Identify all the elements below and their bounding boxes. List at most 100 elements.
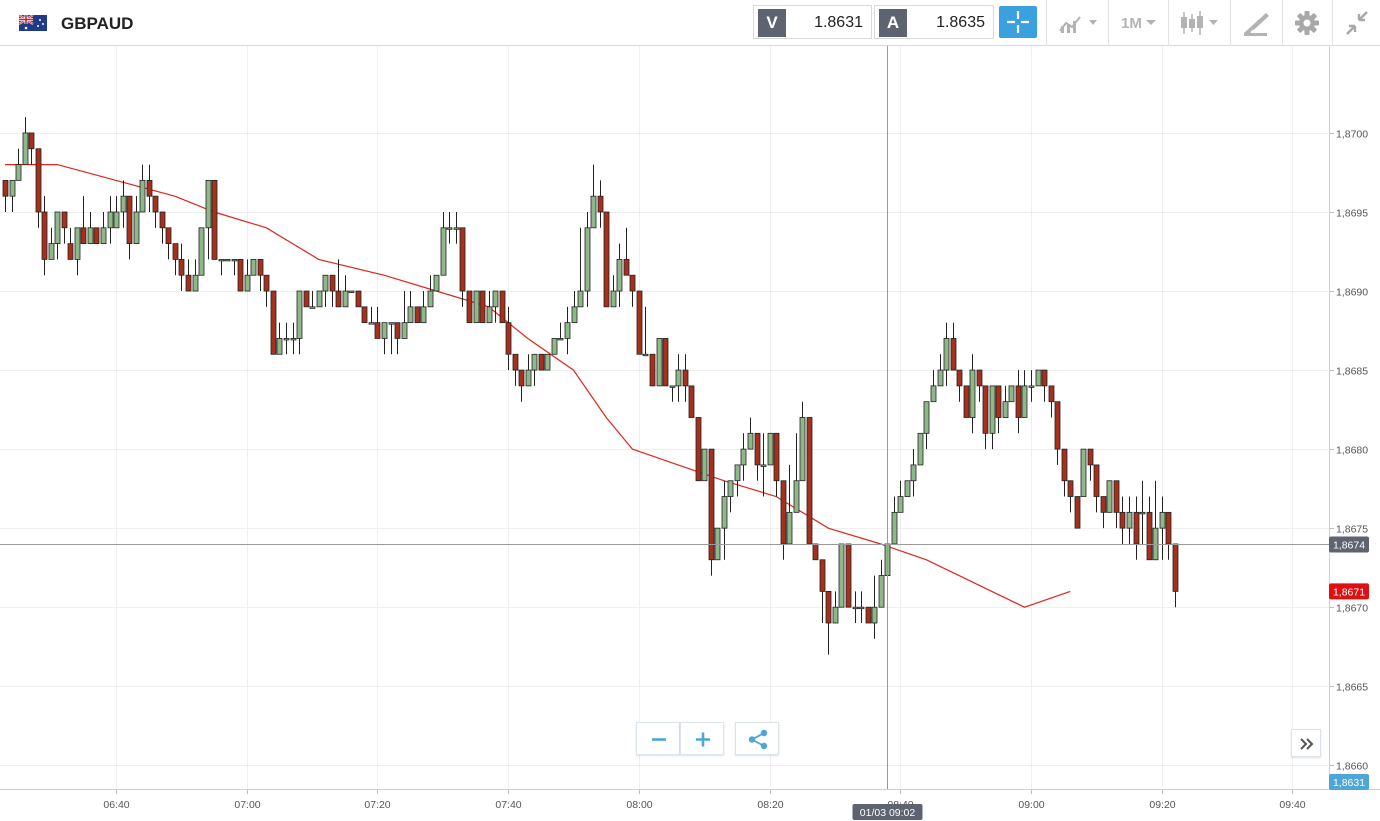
candle-body-up: [767, 432, 774, 466]
candle-body-up: [786, 511, 793, 545]
candle-body-down: [152, 195, 159, 213]
sell-label: V: [758, 9, 786, 37]
candle: [642, 306, 649, 357]
candle-body-up: [584, 227, 591, 292]
candle: [1021, 370, 1028, 418]
buy-price-button[interactable]: A 1.8635: [874, 5, 994, 39]
candle: [159, 211, 166, 244]
timeframe-selector[interactable]: 1M: [1108, 0, 1168, 46]
candle: [551, 338, 558, 355]
candle-body-up: [290, 338, 297, 341]
candle: [2, 179, 9, 212]
candle: [740, 433, 747, 481]
candle-body-up: [969, 369, 976, 418]
candle-body-up: [9, 179, 16, 197]
candle-body-down: [414, 306, 421, 324]
candle: [329, 274, 336, 307]
zoom-out-button[interactable]: [636, 722, 680, 755]
candle: [100, 211, 107, 245]
x-tick-label: 07:20: [364, 799, 390, 811]
candle: [1015, 370, 1022, 434]
candle-body-up: [133, 211, 140, 245]
zoom-in-button[interactable]: [680, 722, 724, 755]
candle-body-down: [41, 211, 48, 260]
candle-body-down: [963, 385, 970, 418]
candle-body-up: [420, 306, 427, 324]
candle-body-up: [760, 464, 767, 467]
candle-body-down: [329, 274, 336, 292]
candle: [48, 227, 55, 260]
candle-body-down: [459, 227, 466, 292]
candle-body-down: [1048, 385, 1055, 403]
gear-icon: [1295, 11, 1319, 35]
y-tick-label: 1,8670: [1336, 603, 1368, 615]
moving-average-line: [5, 163, 1071, 608]
sell-price-value: 1.8631: [814, 14, 863, 31]
drawing-tools-button[interactable]: [1230, 0, 1282, 46]
candle-body-up: [192, 274, 199, 292]
candle-body-up: [669, 385, 676, 388]
candle: [1139, 480, 1146, 544]
candle: [1126, 496, 1133, 544]
candle-body-up: [656, 338, 663, 387]
candle: [505, 306, 512, 371]
indicators-button[interactable]: [1046, 0, 1108, 46]
candle: [492, 290, 499, 323]
indicators-chart-icon: [1059, 16, 1097, 33]
share-button[interactable]: [735, 722, 779, 755]
share-icon: [748, 729, 768, 750]
candle: [211, 179, 218, 260]
candle-body-down: [172, 243, 179, 260]
candle: [440, 211, 447, 276]
candle: [603, 211, 610, 308]
candle: [342, 275, 349, 308]
candle: [616, 243, 623, 307]
collapse-button[interactable]: [1332, 0, 1380, 46]
candle-body-down: [80, 227, 87, 245]
candle: [1133, 496, 1140, 560]
candle: [374, 306, 381, 339]
crosshair-price-tag: 1,8674: [1329, 536, 1369, 553]
candle-body-down: [982, 385, 989, 434]
candle-body-up: [473, 290, 480, 324]
candle-body-down: [976, 369, 983, 387]
candle: [126, 195, 133, 260]
sell-price-button[interactable]: V 1.8631: [753, 5, 872, 39]
crosshair-button[interactable]: [999, 6, 1037, 38]
candle-body-up: [525, 369, 532, 387]
candle-body-up: [799, 417, 806, 482]
scroll-to-latest-button[interactable]: [1291, 729, 1321, 757]
candle-body-down: [1113, 480, 1120, 513]
candle: [322, 274, 329, 307]
candle: [224, 259, 231, 262]
candle-body-down: [505, 322, 512, 355]
candle: [263, 274, 270, 307]
candle-body-up: [740, 448, 747, 466]
candle: [590, 164, 597, 229]
candle: [499, 290, 506, 324]
candle: [74, 227, 81, 276]
y-tick-label: 1,8695: [1336, 208, 1368, 220]
candle-body-down: [257, 259, 264, 276]
candle: [701, 448, 708, 482]
candle-body-up: [218, 259, 225, 262]
candle-body-up: [675, 369, 682, 387]
x-tick-label: 08:20: [757, 799, 783, 811]
x-tick-label: 09:40: [1279, 799, 1305, 811]
candle-body-down: [825, 590, 832, 624]
settings-button[interactable]: [1282, 0, 1332, 46]
candle-body-up: [858, 606, 865, 610]
candle-body-up: [368, 322, 375, 325]
chart-type-selector[interactable]: [1168, 0, 1230, 46]
candle: [113, 196, 120, 229]
candle-body-down: [67, 243, 74, 260]
candle: [557, 322, 564, 341]
candle: [93, 227, 100, 245]
candle: [139, 164, 146, 213]
candle-body-up: [198, 227, 205, 276]
candle-body-down: [995, 385, 1002, 418]
price-chart[interactable]: 1,8700 1,8695 1,8690 1,8685 1,8680 1,8675 1,86…: [0, 46, 1380, 821]
candle: [969, 354, 976, 434]
candle-body-down: [512, 353, 519, 371]
candle-body-down: [1087, 448, 1094, 466]
